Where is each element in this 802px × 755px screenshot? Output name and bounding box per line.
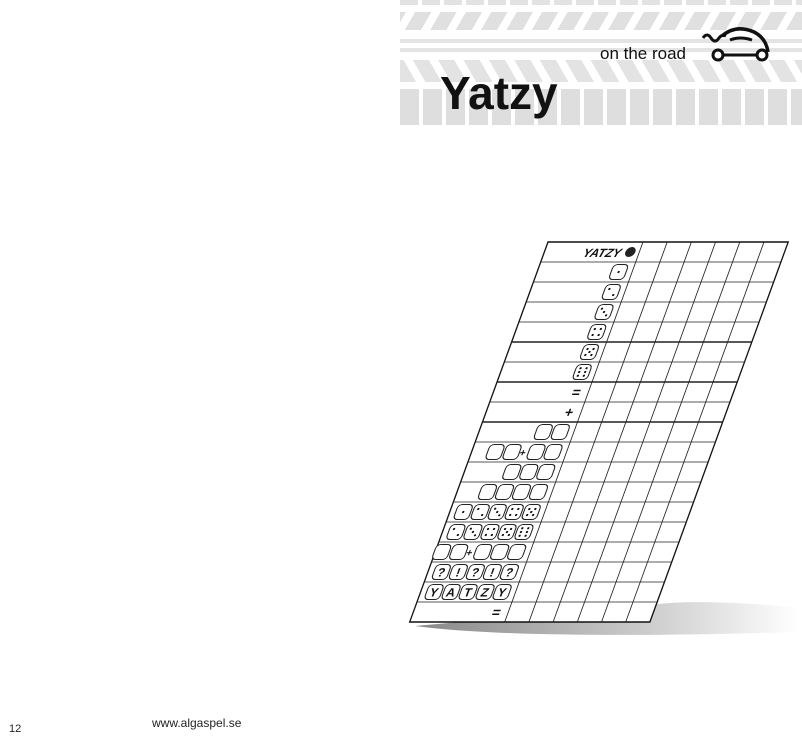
die-icon (519, 463, 539, 481)
row-label: YATZY (581, 246, 625, 260)
die-icon: Y (492, 583, 512, 601)
column-divider (552, 242, 692, 622)
die-icon (463, 523, 483, 541)
die-icon (526, 443, 546, 461)
die-icon: T (458, 583, 478, 601)
die-icon (449, 543, 469, 561)
die-icon (587, 323, 607, 341)
yatzy-logo-icon (625, 247, 636, 257)
tire-track-banner (400, 0, 802, 125)
score-row (601, 283, 621, 301)
die-icon (511, 483, 532, 501)
die-icon (543, 443, 563, 461)
website-url: www.algaspel.se (152, 716, 242, 730)
page-number: 12 (9, 723, 22, 735)
die-icon (485, 443, 505, 461)
page-title: Yatzy (440, 67, 558, 119)
track-stripe (400, 39, 802, 43)
score-row: ?!?!? (431, 563, 520, 581)
column-divider (601, 242, 741, 622)
die-icon (504, 503, 524, 521)
die-icon (446, 523, 466, 541)
die-icon (453, 503, 473, 521)
score-row (572, 363, 592, 381)
die-icon (502, 463, 522, 481)
die-icon (572, 363, 592, 381)
column-divider (528, 242, 668, 622)
car-icon (701, 27, 770, 62)
die-icon (608, 263, 629, 281)
svg-text:!: ! (488, 566, 497, 580)
die-icon (550, 423, 570, 441)
die-icon: ! (482, 563, 503, 581)
score-row (502, 463, 556, 481)
die-icon (579, 343, 600, 361)
die-icon (477, 483, 498, 501)
die-icon (514, 523, 534, 541)
die-icon (487, 503, 507, 521)
die-icon (521, 503, 541, 521)
score-row: + (432, 543, 527, 561)
die-icon (470, 503, 490, 521)
score-row (446, 523, 534, 541)
column-divider (576, 242, 717, 622)
track-stripe (400, 48, 802, 52)
die-icon: ! (448, 563, 469, 581)
die-icon: Y (424, 583, 444, 601)
score-row (579, 343, 600, 361)
die-icon: Z (475, 583, 495, 601)
score-row (477, 483, 549, 501)
track-stripe (400, 0, 802, 5)
score-row: YATZY (581, 246, 636, 260)
die-icon (528, 483, 549, 501)
die-icon (536, 463, 556, 481)
die-icon (473, 543, 493, 561)
die-icon (533, 423, 553, 441)
svg-text:!: ! (454, 566, 463, 580)
score-row (533, 423, 570, 441)
track-stripe (400, 89, 802, 125)
column-divider (625, 242, 765, 622)
die-icon (502, 443, 522, 461)
die-icon: ? (431, 563, 452, 581)
die-icon (490, 543, 510, 561)
die-icon: ? (499, 563, 520, 581)
score-row: + (485, 443, 563, 461)
die-icon (601, 283, 621, 301)
die-icon (494, 483, 515, 501)
column-divider (504, 242, 644, 622)
score-row (594, 303, 614, 321)
score-row (453, 503, 541, 521)
page-subtitle: on the road (600, 44, 687, 63)
score-row (587, 323, 607, 341)
die-icon (507, 543, 527, 561)
die-icon (432, 543, 452, 561)
track-stripe (400, 12, 802, 30)
die-icon (497, 523, 517, 541)
plus-sign: + (518, 448, 528, 459)
score-row (608, 263, 629, 281)
die-icon: ? (465, 563, 486, 581)
die-icon (594, 303, 614, 321)
die-icon: A (441, 583, 461, 601)
plus-sign: + (464, 548, 474, 559)
die-icon (480, 523, 500, 541)
track-stripe (400, 60, 802, 82)
